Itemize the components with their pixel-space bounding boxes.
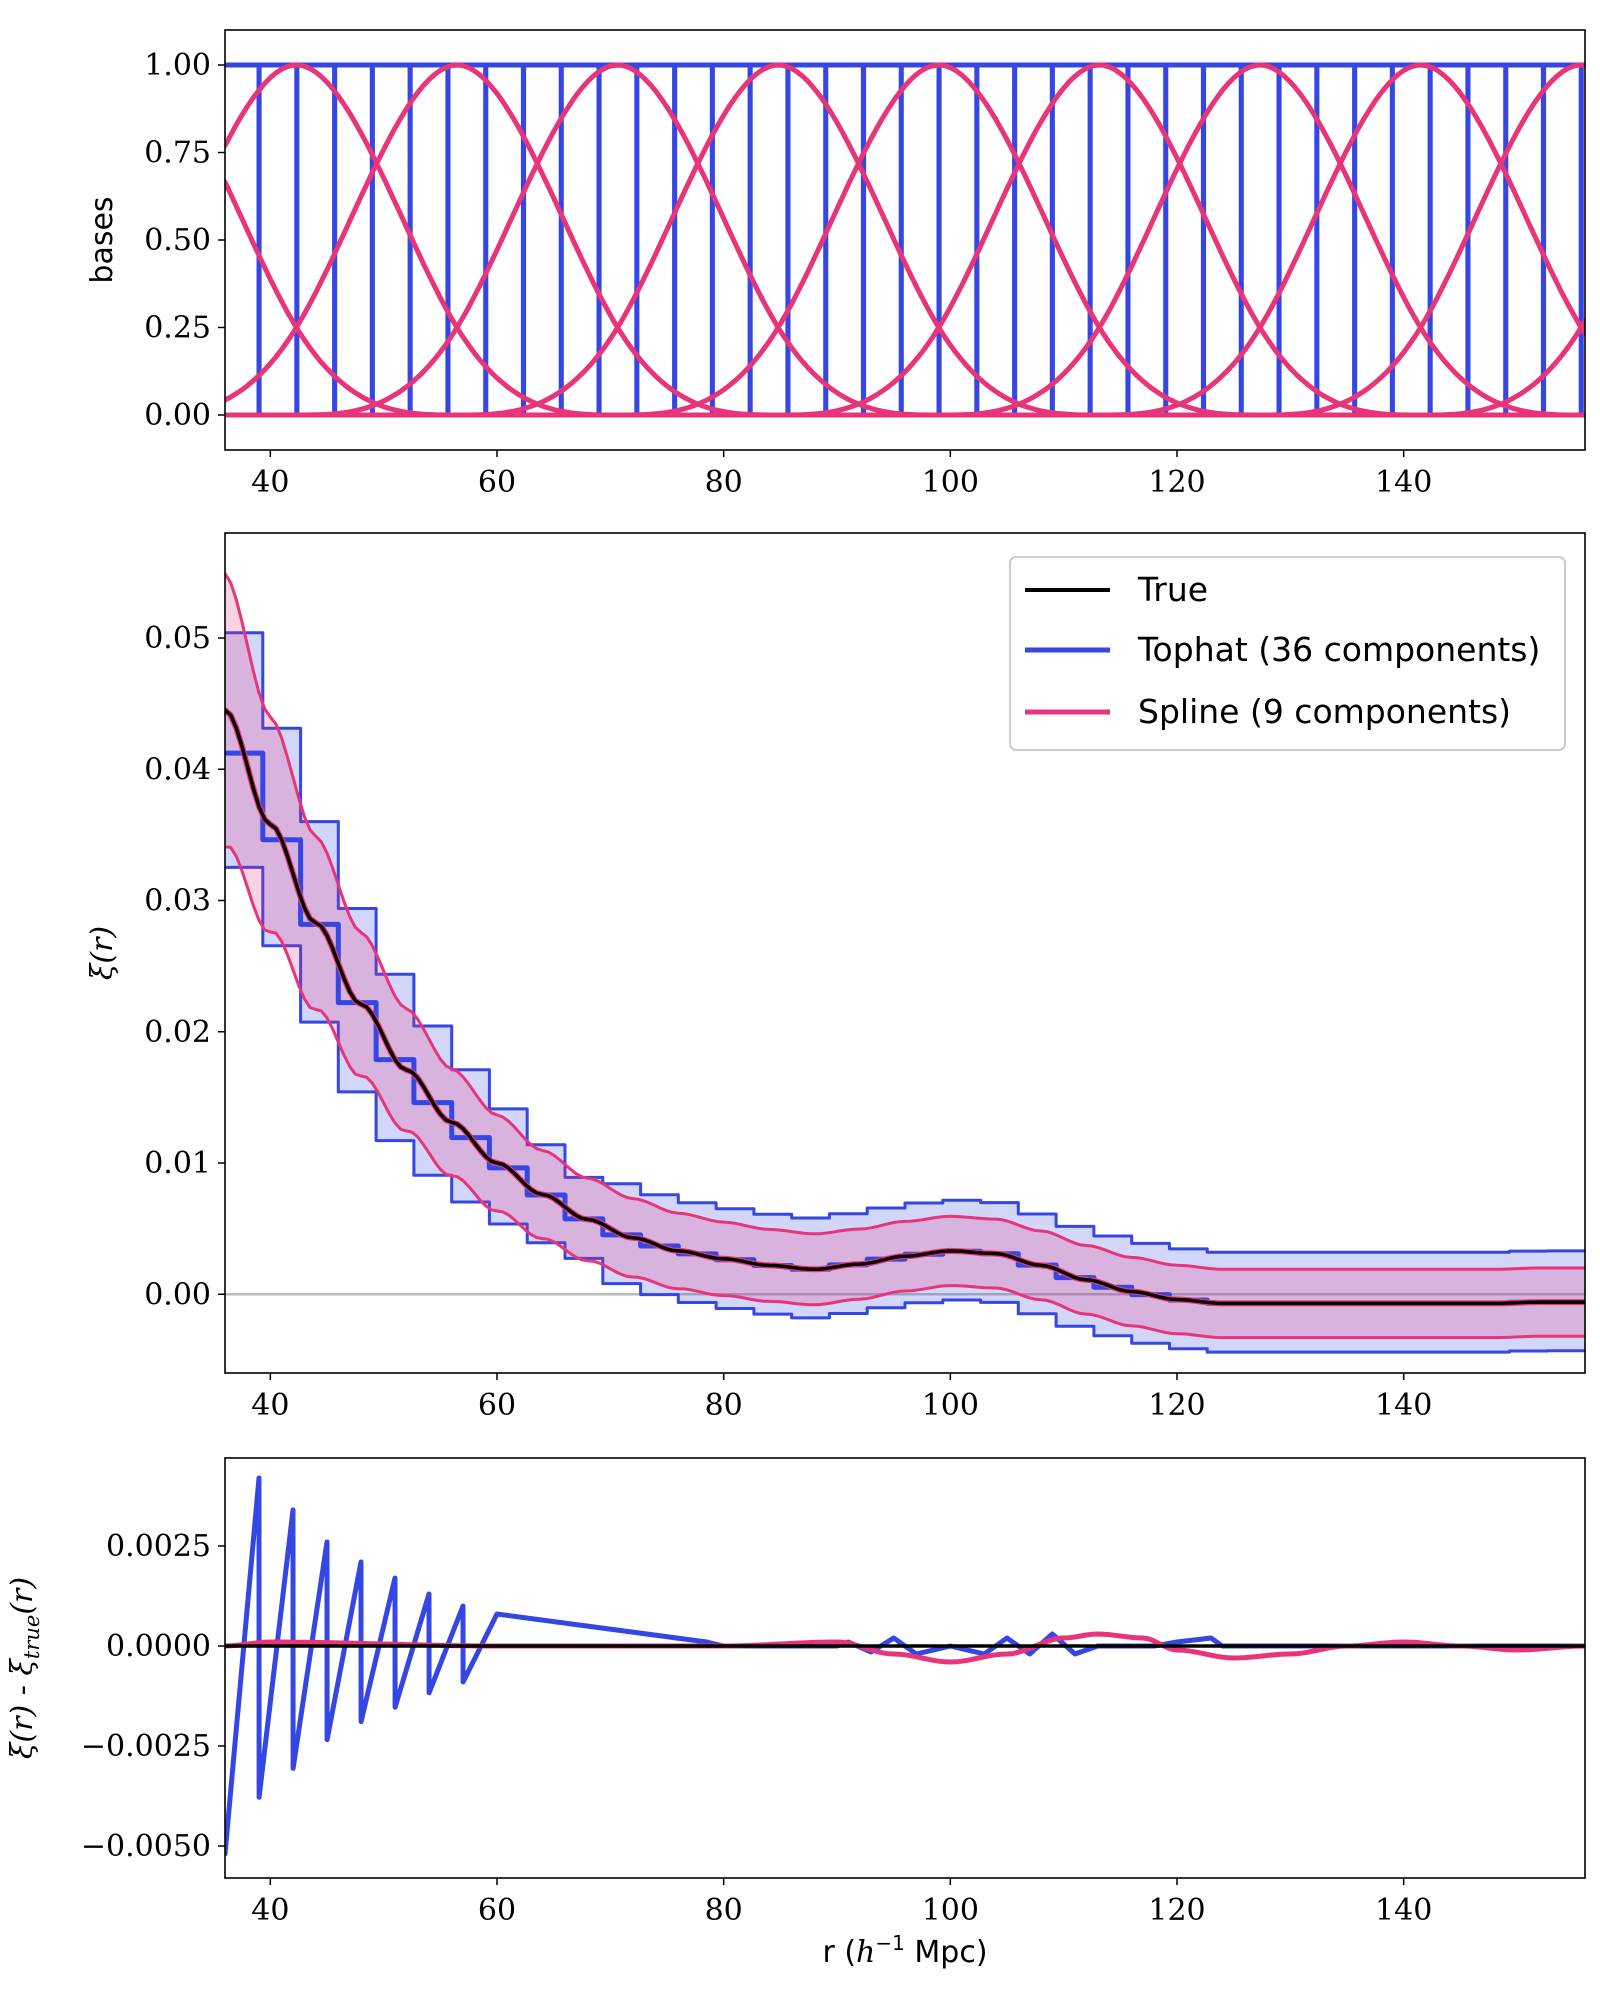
xlabel-superscript: −1 (875, 1931, 904, 1955)
xlabel-start: r ( (822, 1935, 856, 1970)
tophat-band-lower (225, 865, 1585, 1354)
x-tick-label: 140 (1375, 1388, 1432, 1423)
correlation-panel: 40 60 80 100 120 1400.000.010.020.030.040.05 … (85, 532, 1586, 1423)
bases-panel: 40 60 80 100 120 140 0.00 0.25 0.50 0.75 1.00 base… (85, 29, 1586, 500)
residual-ylabel: ξ(r) - ξtrue(r) (5, 1577, 44, 1759)
x-tick-label: 60 (478, 1893, 516, 1928)
correlation-plot-area (225, 572, 1585, 1354)
correlation-ticks: 40 60 80 100 120 140 0.00 0.01 0.02 0.03 0.04 0.05 (144, 621, 1432, 1423)
bases-plot-area (225, 62, 1585, 418)
xlabel-end: Mpc) (905, 1935, 988, 1970)
x-tick-label: 80 (705, 1893, 743, 1928)
y-tick-label: 0.50 (144, 223, 211, 258)
spline-basis-curve (225, 318, 1585, 418)
x-tick-label: 60 (478, 1388, 516, 1423)
x-tick-label: 100 (922, 1388, 979, 1423)
residual-plot-area (225, 1475, 1585, 1857)
x-tick-label: 120 (1148, 1893, 1205, 1928)
y-tick-label: 0.00 (144, 1277, 211, 1312)
legend-frame (1009, 556, 1566, 751)
correlation-ylabel: ξ(r) (85, 926, 120, 980)
x-tick-label: 80 (705, 465, 743, 500)
correlation-axes-frame (224, 532, 1586, 1374)
y-tick-label: 0.75 (144, 136, 211, 171)
y-tick-label: 1.00 (144, 48, 211, 83)
spline-band-lower (225, 845, 1585, 1340)
y-tick-label: 0.05 (144, 621, 211, 656)
y-tick-label: −0.0050 (81, 1829, 211, 1864)
x-tick-label: 120 (1148, 465, 1205, 500)
legend-spline-label: Spline (9 components) (1138, 692, 1511, 731)
residual-xlabel: r (h−1 Mpc) (822, 1931, 987, 1970)
legend: True Tophat (36 components) Spline (9 co… (1009, 556, 1566, 751)
residual-ylabel-main: ξ(r) - ξ (5, 1658, 40, 1759)
spline-band-upper (225, 572, 1585, 1271)
y-tick-label: 0.00 (144, 398, 211, 433)
x-tick-label: 60 (478, 465, 516, 500)
y-tick-label: 0.0025 (106, 1529, 211, 1564)
x-tick-label: 100 (922, 1893, 979, 1928)
x-tick-label: 40 (251, 1388, 289, 1423)
x-tick-label: 100 (922, 465, 979, 500)
y-tick-label: −0.0025 (81, 1729, 211, 1764)
x-tick-label: 40 (251, 465, 289, 500)
xlabel-h: h (856, 1935, 875, 1970)
residual-ylabel-subscript: true (20, 1615, 44, 1659)
y-tick-label: 0.0000 (106, 1629, 211, 1664)
residual-ylabel-tail: (r) (5, 1577, 40, 1615)
x-tick-label: 140 (1375, 465, 1432, 500)
y-tick-label: 0.04 (144, 752, 211, 787)
x-tick-label: 120 (1148, 1388, 1205, 1423)
tophat-band-upper (225, 631, 1585, 1254)
true-curve-line (225, 708, 1585, 1306)
bases-ylabel: bases (85, 196, 120, 283)
y-tick-label: 0.02 (144, 1015, 211, 1050)
x-tick-label: 140 (1375, 1893, 1432, 1928)
residual-axes-frame (224, 1457, 1586, 1879)
legend-tophat-label: Tophat (36 components) (1137, 630, 1540, 669)
residual-panel: 40 60 80 100 120 140 −0.0050 −0.0025 0.0000 0.002… (5, 1457, 1586, 1970)
legend-true-label: True (1137, 570, 1208, 609)
y-tick-label: 0.03 (144, 884, 211, 919)
residual-ticks: 40 60 80 100 120 140 −0.0050 −0.0025 0.0000 0.002… (81, 1529, 1432, 1928)
bases-ticks: 40 60 80 100 120 140 0.00 0.25 0.50 0.75 1.00 (144, 48, 1432, 500)
y-tick-label: 0.01 (144, 1146, 211, 1181)
x-tick-label: 40 (251, 1893, 289, 1928)
x-tick-label: 80 (705, 1388, 743, 1423)
y-tick-label: 0.25 (144, 311, 211, 346)
